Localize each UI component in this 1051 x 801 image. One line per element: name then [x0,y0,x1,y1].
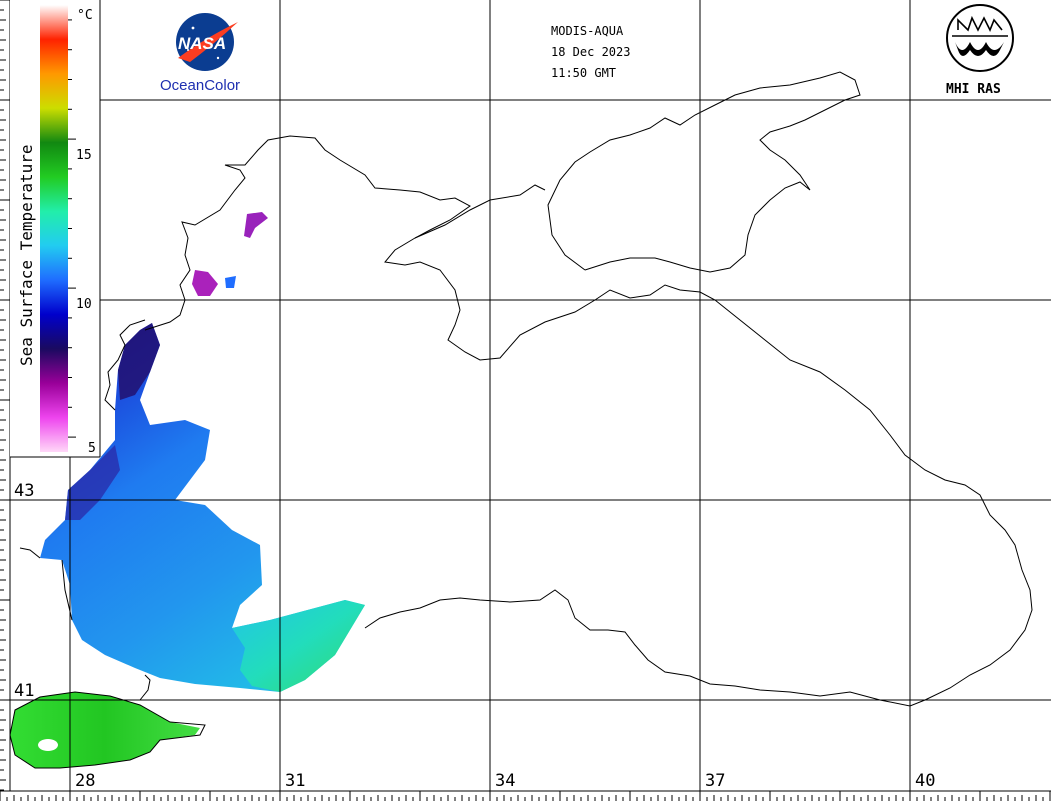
header-date: 18 Dec 2023 [551,45,630,59]
lon-label-31: 31 [285,771,305,791]
colorbar-title: Sea Surface Temperature [17,144,36,366]
coastline-azov [547,71,861,273]
sst-warm-south [232,600,365,692]
colorbar-ticks [68,19,76,438]
sst-water-layer [10,212,365,768]
header: MODIS-AQUA 18 Dec 2023 11:50 GMT [551,24,630,80]
left-scale-ticks [0,0,10,791]
lon-label-34: 34 [495,771,515,791]
colorbar-tick-label-10: 10 [76,297,92,312]
bottom-scale-ticks [0,791,1051,801]
nasa-logo-text: NASA [178,34,226,53]
sst-blue-patch [225,276,236,288]
colorbar [40,5,68,452]
lon-label-40: 40 [915,771,935,791]
coastline-marmara [9,691,206,769]
header-time: 11:50 GMT [551,66,616,80]
mhi-logo-text: MHI RAS [946,82,1001,97]
sst-cold-nearshore [118,323,160,400]
sst-cool-patch-odessa [192,270,218,296]
colorbar-unit: °C [77,8,93,23]
colorbar-tick-label-5: 5 [88,441,96,456]
coastline-north-west [144,135,1033,707]
oceancolor-text: OceanColor [160,77,240,94]
mhi-logo-emblem [952,15,1008,37]
colorbar-panel: °C 15 10 5 Sea Surface Temperature [10,0,101,458]
sst-cold-west [65,445,120,520]
coastline-danube-delta [104,319,146,411]
sst-west-basin [40,323,365,692]
lon-label-28: 28 [75,771,95,791]
mhi-logo-waves [955,42,1004,56]
lon-label-37: 37 [705,771,725,791]
lon-labels: 28 31 34 37 40 [75,771,935,791]
sst-sea-of-marmara [10,692,200,768]
colorbar-tick-label-15: 15 [76,148,92,163]
nasa-logo-swoosh [178,22,238,62]
sst-marmara-hole [38,739,58,751]
nasa-oceancolor-logo: NASA OceanColor [160,13,240,94]
header-sensor: MODIS-AQUA [551,24,624,38]
coastline-crimea-isthmus [414,184,546,239]
coastline-bosporus-south [139,674,151,701]
mhi-ras-logo: MHI RAS [946,4,1014,97]
mhi-logo-circle [946,4,1014,72]
lat-labels: 43 41 [14,481,34,701]
lat-label-41: 41 [14,681,34,701]
lat-label-43: 43 [14,481,34,501]
sst-cool-patch-dnieper [244,212,268,238]
